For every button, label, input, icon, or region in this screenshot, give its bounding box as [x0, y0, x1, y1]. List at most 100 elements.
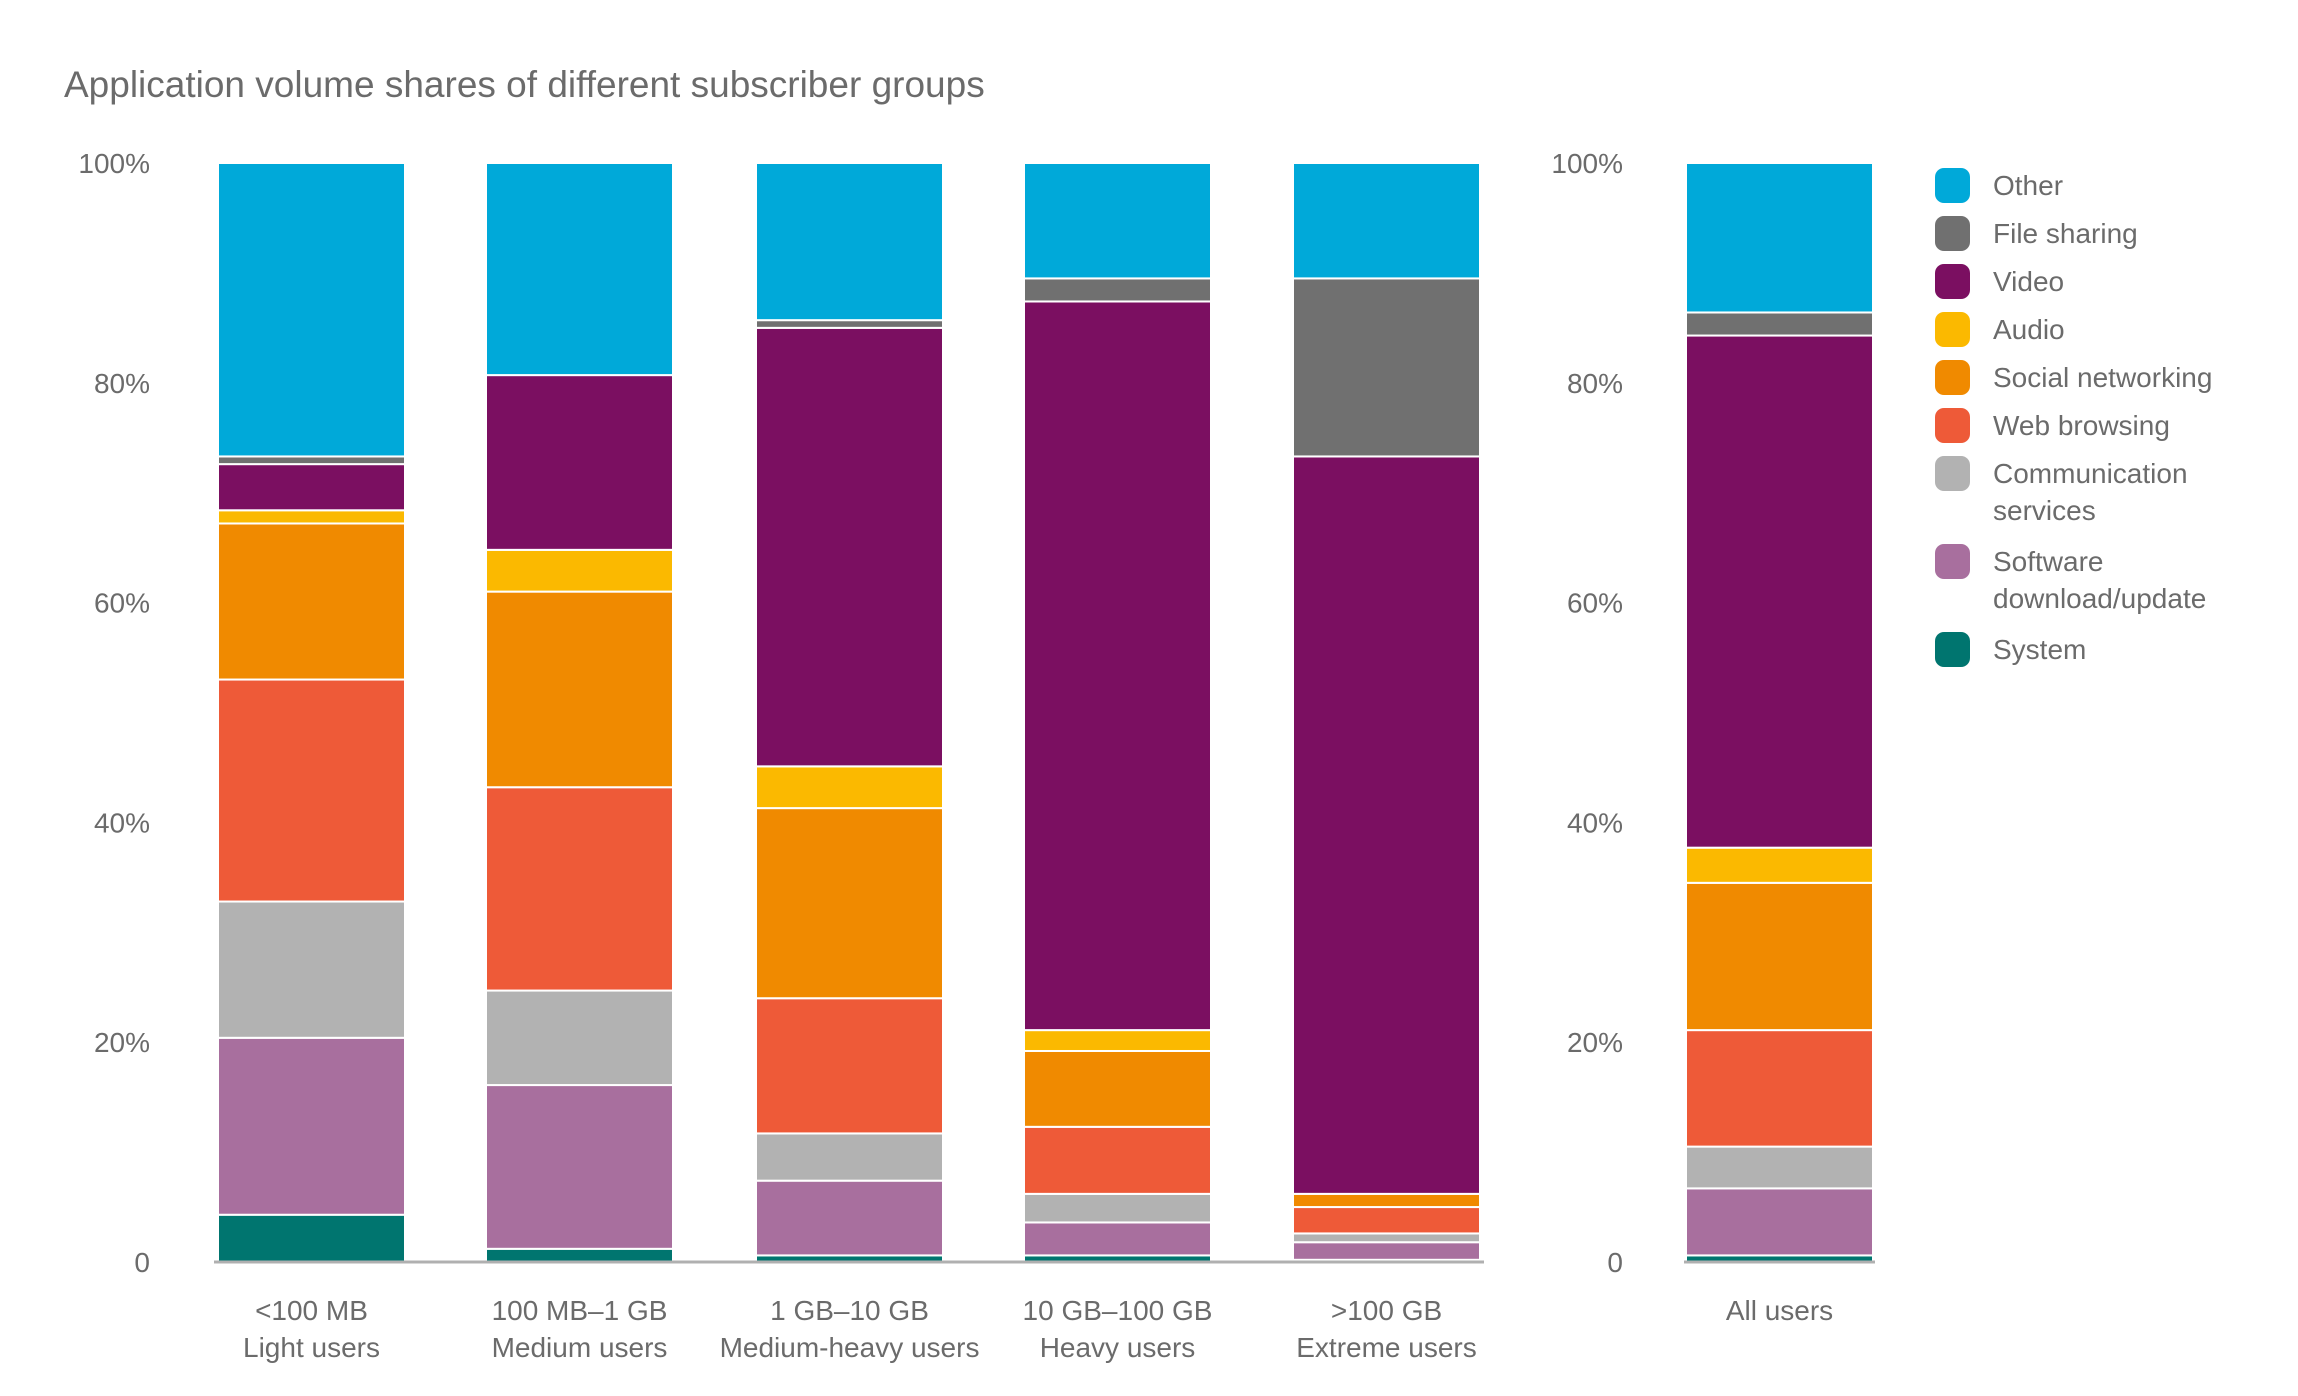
- legend: Other File sharing Video Audio Social networ…: [1935, 168, 2212, 667]
- y-tick-label: 60%: [94, 588, 150, 619]
- x-axis-labels: <100 MB Light users 100 MB–1 GB Medium user…: [243, 1295, 1833, 1363]
- bar-segment: [485, 162, 674, 377]
- legend-label: download/update: [1993, 583, 2206, 614]
- y-axis-left: 0 20% 40% 60% 80% 100%: [78, 148, 150, 1278]
- legend-swatch: [1935, 408, 1970, 443]
- bar-segment: [755, 326, 944, 768]
- y-tick-label: 100%: [78, 148, 150, 179]
- bar-segment: [217, 162, 406, 458]
- y-tick-label-right: 100%: [1551, 148, 1623, 179]
- bar-segment: [755, 807, 944, 1000]
- bar-segment: [1685, 162, 1874, 314]
- bar-segment: [217, 1213, 406, 1264]
- legend-swatch: [1935, 456, 1970, 491]
- x-tick-label: 10 GB–100 GB: [1023, 1295, 1213, 1326]
- bar-stack: [217, 162, 406, 1264]
- bar-segment: [217, 509, 406, 525]
- x-tick-label: Medium users: [492, 1332, 668, 1363]
- y-tick-label: 80%: [94, 368, 150, 399]
- x-tick-label: 100 MB–1 GB: [492, 1295, 668, 1326]
- bar-segment: [1292, 1232, 1481, 1244]
- bar-segment: [755, 162, 944, 322]
- bar-segment: [1685, 846, 1874, 884]
- bar-segment: [1685, 1029, 1874, 1148]
- bar-segment: [1292, 1192, 1481, 1209]
- bar-segment: [1292, 1241, 1481, 1261]
- bar-segment: [1685, 311, 1874, 337]
- bar-stack: [485, 162, 674, 1264]
- bar-stack: [1023, 162, 1212, 1264]
- y-tick-label-right: 40%: [1567, 807, 1623, 838]
- bar-segment: [1292, 277, 1481, 458]
- x-tick-label: All users: [1726, 1295, 1833, 1326]
- bar-segment: [1023, 1221, 1212, 1257]
- bar-segment: [755, 765, 944, 810]
- bar-stack: [755, 162, 944, 1264]
- legend-swatch: [1935, 264, 1970, 299]
- bar-segment: [1023, 1049, 1212, 1128]
- bar-segment: [755, 319, 944, 329]
- x-tick-label: 1 GB–10 GB: [770, 1295, 929, 1326]
- legend-label: Software: [1993, 546, 2104, 577]
- bar-segment: [485, 548, 674, 593]
- bar-segment: [1023, 1029, 1212, 1052]
- bar-segment: [485, 786, 674, 992]
- legend-label: File sharing: [1993, 218, 2138, 249]
- bar-segment: [755, 1132, 944, 1182]
- bar-segment: [1023, 277, 1212, 303]
- bar-segment: [755, 997, 944, 1135]
- bar-segment: [1685, 1145, 1874, 1190]
- bar-segment: [1023, 1192, 1212, 1224]
- bar-segment: [217, 1036, 406, 1216]
- legend-label: services: [1993, 495, 2096, 526]
- legend-label: Communication: [1993, 458, 2188, 489]
- y-tick-label: 40%: [94, 807, 150, 838]
- bar-segment: [217, 455, 406, 466]
- legend-label: System: [1993, 634, 2086, 665]
- bar-segment: [485, 374, 674, 551]
- bars: [217, 162, 1874, 1264]
- y-axis-right: 0 20% 40% 60% 80% 100%: [1551, 148, 1623, 1278]
- y-tick-label-right: 80%: [1567, 368, 1623, 399]
- x-tick-label: >100 GB: [1331, 1295, 1442, 1326]
- y-tick-label: 20%: [94, 1027, 150, 1058]
- chart-title: Application volume shares of different s…: [64, 64, 985, 105]
- bar-segment: [1292, 1206, 1481, 1235]
- bar-segment: [485, 989, 674, 1087]
- bar-segment: [1023, 1125, 1212, 1195]
- legend-swatch: [1935, 632, 1970, 667]
- bar-segment: [485, 1247, 674, 1264]
- legend-swatch: [1935, 168, 1970, 203]
- y-tick-label-right: 20%: [1567, 1027, 1623, 1058]
- bar-segment: [217, 678, 406, 903]
- bar-segment: [1023, 162, 1212, 280]
- bar-segment: [1685, 1187, 1874, 1257]
- legend-label: Video: [1993, 266, 2064, 297]
- bar-segment: [755, 1179, 944, 1257]
- bar-segment: [217, 900, 406, 1039]
- x-tick-label: <100 MB: [255, 1295, 368, 1326]
- legend-swatch: [1935, 544, 1970, 579]
- legend-swatch: [1935, 312, 1970, 347]
- bar-segment: [1023, 300, 1212, 1032]
- y-tick-label: 0: [134, 1247, 150, 1278]
- bar-segment: [1292, 162, 1481, 280]
- legend-swatch: [1935, 216, 1970, 251]
- bar-segment: [485, 1084, 674, 1250]
- legend-label: Other: [1993, 170, 2063, 201]
- bar-segment: [217, 522, 406, 681]
- y-tick-label-right: 0: [1607, 1247, 1623, 1278]
- x-tick-label: Heavy users: [1040, 1332, 1196, 1363]
- x-tick-label: Extreme users: [1296, 1332, 1477, 1363]
- legend-swatch: [1935, 360, 1970, 395]
- legend-label: Web browsing: [1993, 410, 2170, 441]
- y-tick-label-right: 60%: [1567, 588, 1623, 619]
- legend-label: Audio: [1993, 314, 2065, 345]
- x-tick-label: Medium-heavy users: [720, 1332, 980, 1363]
- bar-segment: [1685, 881, 1874, 1032]
- bar-segment: [217, 463, 406, 512]
- bar-stack: [1292, 162, 1481, 1264]
- bar-segment: [485, 590, 674, 789]
- bar-stack: [1685, 162, 1874, 1264]
